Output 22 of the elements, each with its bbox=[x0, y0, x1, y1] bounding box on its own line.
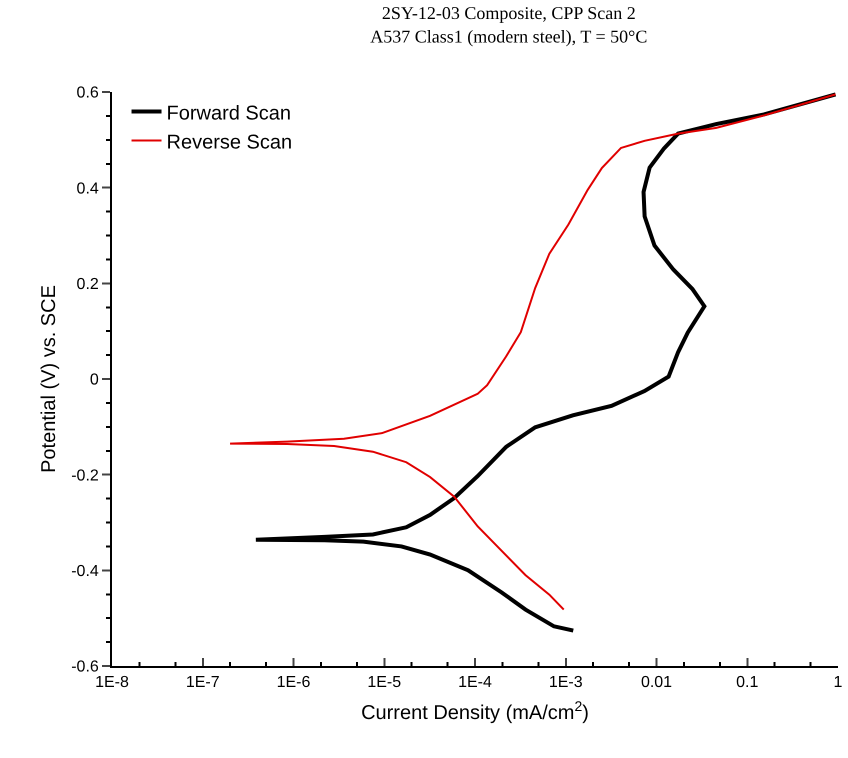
x-tick-label: 1E-5 bbox=[367, 674, 402, 692]
x-tick-label: 1E-7 bbox=[186, 674, 220, 692]
y-tick-label: 0.6 bbox=[76, 84, 99, 102]
legend-label: Reverse Scan bbox=[166, 131, 292, 154]
y-tick-label: -0.4 bbox=[71, 562, 99, 580]
y-tick-label: 0.2 bbox=[76, 276, 99, 293]
x-tick-label: 1E-3 bbox=[548, 674, 583, 692]
x-tick-label: 0.1 bbox=[736, 674, 758, 692]
legend-label: Forward Scan bbox=[166, 102, 292, 124]
y-tick-label: -0.6 bbox=[71, 658, 99, 676]
x-tick-label: 1E-6 bbox=[276, 674, 310, 692]
x-tick-label: 1E-4 bbox=[458, 674, 492, 692]
x-tick-label: 1E-8 bbox=[95, 674, 129, 692]
y-axis-title: Potential (V) vs. SCE bbox=[38, 285, 60, 473]
x-tick-label: 0.01 bbox=[640, 674, 672, 692]
x-tick-label: 1 bbox=[834, 674, 843, 692]
y-tick-label: 0 bbox=[90, 372, 99, 389]
y-tick-label: -0.2 bbox=[71, 467, 99, 484]
chart-subtitle: A537 Class1 (modern steel), T = 50°C bbox=[370, 26, 648, 46]
x-axis-title: Current Density (mA/cm$^{2}$) bbox=[361, 698, 589, 724]
chart-title: 2SY-12-03 Composite, CPP Scan 2 bbox=[382, 2, 636, 23]
y-tick-label: 0.4 bbox=[76, 180, 99, 198]
